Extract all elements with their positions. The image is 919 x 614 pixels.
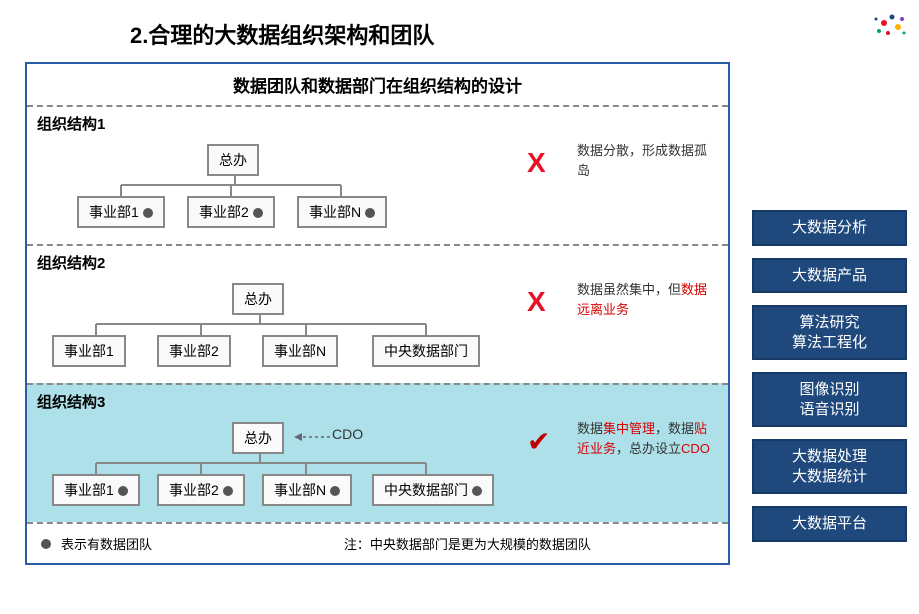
section-label: 组织结构1 [37, 113, 718, 134]
data-team-dot-icon [472, 486, 482, 496]
data-team-dot-icon [223, 486, 233, 496]
legend-note: 注：中央数据部门是更为大规模的数据团队 [344, 534, 591, 553]
org-node-child: 事业部N [262, 474, 352, 506]
side-category-item: 图像识别语音识别 [752, 372, 907, 427]
data-team-dot-icon [365, 208, 375, 218]
slide-title: 2.合理的大数据组织架构和团队 [130, 18, 434, 50]
decorative-splash-icon [864, 5, 914, 45]
legend-dot-icon [41, 539, 51, 549]
org-node-root: 总办 [232, 283, 284, 315]
org-node-child: 事业部N [262, 335, 338, 367]
section-label: 组织结构3 [37, 391, 718, 412]
org-node-central: 中央数据部门 [372, 335, 480, 367]
org-tree: 总办事业部1 事业部2 事业部N [37, 136, 718, 236]
cdo-label: CDO [332, 426, 363, 442]
org-node-child: 事业部1 [77, 196, 165, 228]
org-node-root: 总办 [232, 422, 284, 454]
org-tree: 总办 CDO 事业部1 事业部2 事业部N 中央数据部门 [37, 414, 718, 514]
side-category-item: 大数据处理大数据统计 [752, 439, 907, 494]
side-category-item: 大数据产品 [752, 258, 907, 294]
org-structure-section: 组织结构2X数据虽然集中，但数据远离业务总办事业部1事业部2事业部N中央数据部门 [27, 244, 728, 383]
data-team-dot-icon [143, 208, 153, 218]
legend: 表示有数据团队 注：中央数据部门是更为大规模的数据团队 [27, 522, 728, 563]
data-team-dot-icon [118, 486, 128, 496]
org-node-child: 事业部1 [52, 335, 126, 367]
org-node-child: 事业部1 [52, 474, 140, 506]
org-node-central: 中央数据部门 [372, 474, 494, 506]
main-panel: 数据团队和数据部门在组织结构的设计 组织结构1X数据分散，形成数据孤岛总办事业部… [25, 62, 730, 565]
section-label: 组织结构2 [37, 252, 718, 273]
side-category-item: 大数据分析 [752, 210, 907, 246]
data-team-dot-icon [330, 486, 340, 496]
org-node-root: 总办 [207, 144, 259, 176]
side-list: 大数据分析大数据产品算法研究算法工程化图像识别语音识别大数据处理大数据统计大数据… [752, 210, 907, 554]
cdo-arrow-icon [294, 430, 330, 444]
org-node-child: 事业部2 [157, 335, 231, 367]
side-category-item: 大数据平台 [752, 506, 907, 542]
side-category-item: 算法研究算法工程化 [752, 305, 907, 360]
panel-title: 数据团队和数据部门在组织结构的设计 [27, 64, 728, 105]
org-tree: 总办事业部1 事业部2 事业部N 中央数据部门 [37, 275, 718, 375]
org-structure-section: 组织结构1X数据分散，形成数据孤岛总办事业部1事业部2事业部N [27, 105, 728, 244]
data-team-dot-icon [253, 208, 263, 218]
org-node-child: 事业部2 [187, 196, 275, 228]
legend-dot-text: 表示有数据团队 [61, 534, 152, 553]
org-node-child: 事业部2 [157, 474, 245, 506]
org-structure-section: 组织结构3✔数据集中管理，数据贴近业务，总办设立CDO总办CDO事业部1事业部2… [27, 383, 728, 522]
org-node-child: 事业部N [297, 196, 387, 228]
